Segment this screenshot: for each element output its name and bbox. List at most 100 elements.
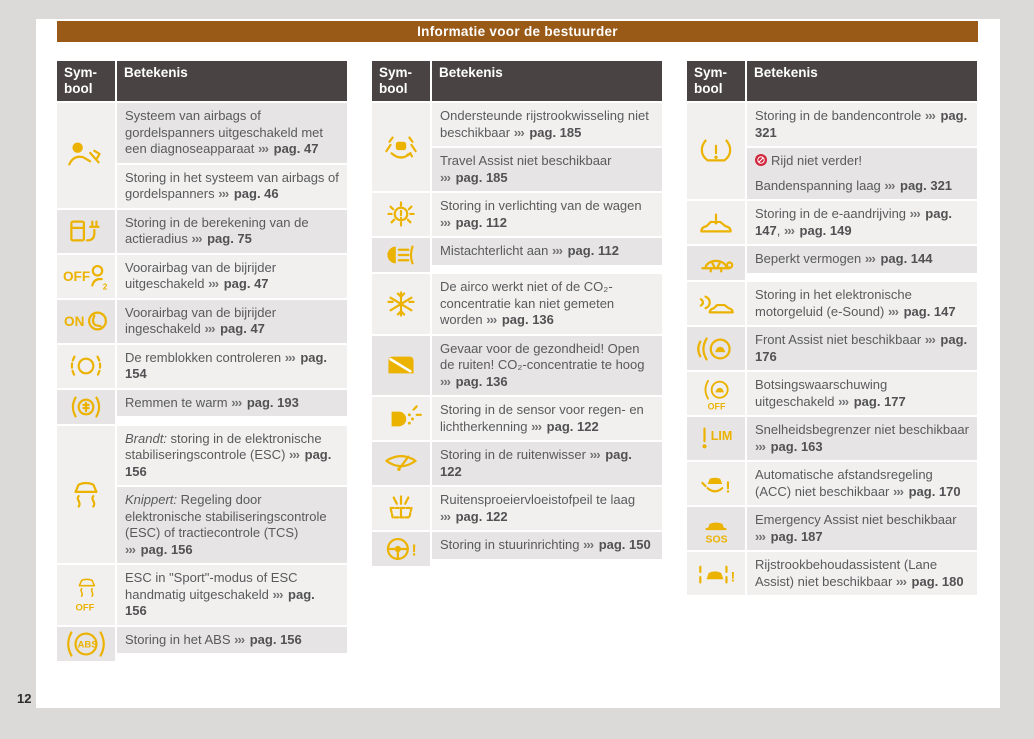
text-segment: Regeling door elektronische stabiliserin… [125,492,327,540]
column-header-symbol: Sym-bool [57,61,115,101]
abs-fault-icon: ABS [63,627,109,661]
cross-ref-marker: ››› [755,528,766,544]
page-reference-link[interactable]: pag. 150 [595,537,651,552]
cross-ref-marker: ››› [258,141,269,156]
cross-ref-marker: ››› [924,332,936,347]
page-reference-link[interactable]: pag. 156 [125,447,332,479]
table-row: Storing in het elektronische motorgeluid… [747,282,977,325]
meaning-rows: Brandt: storing in de elektronische stab… [117,425,347,563]
table-row-group: OFF ESC in "Sport"-modus of ESC handmatig… [57,565,347,625]
table-row-group: Front Assist niet beschikbaar ››› pag. 1… [687,327,977,370]
page-reference-link[interactable]: pag. 185 [525,124,582,140]
meaning-rows: Automatische afstandsregeling (ACC) niet… [747,462,977,505]
page-reference-link[interactable]: pag. 122 [440,447,632,479]
table-row-group: Mistachterlicht aan ››› pag. 112 [372,238,662,272]
meaning-rows: Storing in de bandencontrole ››› pag. 32… [747,103,977,199]
text-segment: Beperkt vermogen [755,251,865,266]
symbol-cell [687,282,745,325]
cross-ref-marker: ››› [589,447,601,462]
page-reference-link[interactable]: pag. 112 [564,243,619,258]
table-row-group: Storing in de bandencontrole ››› pag. 32… [687,103,977,199]
page-reference-link[interactable]: pag. 75 [203,231,252,246]
page-reference-link[interactable]: pag. 122 [452,508,508,524]
table-row-group: ! Storing in stuurinrichting ››› pag. 150 [372,532,662,566]
page-reference-link[interactable]: pag. 321 [755,108,968,140]
symbol-cell: ! [687,462,745,505]
row-text: Emergency Assist niet beschikbaar ››› pa… [755,512,969,545]
meaning-rows: Storing in het elektronische motorgeluid… [747,282,977,325]
page-reference-link[interactable]: pag. 156 [125,586,315,619]
page-reference-link[interactable]: pag. 47 [220,276,269,291]
italic-segment: Brandt: [125,430,167,446]
page-reference-link[interactable]: pag. 321 [896,177,953,193]
cross-ref-marker: ››› [272,586,283,602]
symbol-cell [687,201,745,244]
table-row: Emergency Assist niet beschikbaar ››› pa… [747,507,977,550]
table-row-group: Storing in verlichting van de wagen ››› … [372,193,662,236]
page-reference-link[interactable]: pag. 156 [246,631,302,647]
svg-text:OFF: OFF [708,401,726,410]
table-header-row: Sym-bool Betekenis [57,61,347,101]
text-segment: Rijd niet verder! [771,153,863,168]
table-row-group: Systeem van airbags of gordelspanners ui… [57,103,347,208]
tyre-pressure-icon [693,134,739,168]
page-reference-link[interactable]: pag. 122 [543,418,599,434]
meaning-rows: ESC in "Sport"-modus of ESC handmatig ui… [117,565,347,625]
cross-ref-marker: ››› [440,169,451,185]
page-reference-link[interactable]: pag. 144 [876,251,933,266]
page-reference-link[interactable]: pag. 180 [907,573,964,589]
table-row-group: ON Voorairbag van de bijrijder ingeschake… [57,299,347,343]
warning-lights-table: Sym-bool Betekenis Ondersteunde rijstrookw… [372,61,662,661]
symbol-cell [372,335,430,395]
cross-ref-marker: ››› [909,206,921,221]
text-segment: De remblokken controleren [125,349,285,365]
symbol-cell [372,274,430,334]
page-reference-link[interactable]: pag. 185 [452,169,508,185]
speed-limiter-icon: LIM [693,422,739,456]
page-reference-link[interactable]: pag. 136 [498,312,554,327]
meaning-rows: Storing in het ABS ››› pag. 156 [117,626,347,661]
page-reference-link[interactable]: pag. 46 [230,186,279,201]
row-text: Brandt: storing in de elektronische stab… [125,431,339,481]
meaning-rows: Rijstrookbehoudassistent (Lane Assist) n… [747,552,977,595]
page-reference-link[interactable]: pag. 149 [795,222,852,238]
symbol-cell: ! [687,552,745,595]
page-reference-link[interactable]: pag. 154 [125,349,328,382]
page-reference-link[interactable]: pag. 136 [452,373,508,389]
page-reference-link[interactable]: pag. 156 [137,541,193,557]
text-segment: storing in de elektronische stabiliserin… [125,430,322,463]
meaning-rows: Storing in de ruitenwisser ››› pag. 122 [432,442,662,485]
cross-ref-marker: ››› [755,438,766,454]
row-text: Storing in het ABS ››› pag. 156 [125,632,339,649]
table-row-group: OFF Botsingswaarschuwing uitgeschakeld ››… [687,372,977,415]
cross-ref-marker: ››› [234,631,245,647]
page-reference-link[interactable]: pag. 170 [905,483,961,499]
text-segment: Storing in de e-aandrijving [755,206,910,221]
meaning-rows: Ondersteunde rijstrookwisseling niet bes… [432,103,662,191]
page-reference-link[interactable]: pag. 47 [216,321,265,336]
column-header-meaning: Betekenis [117,61,347,101]
row-text: Storing in de sensor voor regen- en lich… [440,402,654,435]
page-reference-link[interactable]: pag. 147 [899,303,956,319]
cross-ref-marker: ››› [895,573,907,589]
table-row: Storing in de bandencontrole ››› pag. 32… [747,103,977,146]
page-reference-link[interactable]: pag. 187 [767,528,823,544]
table-row-group: Remmen te warm ››› pag. 193 [57,389,347,424]
page-reference-link[interactable]: pag. 147 [755,206,952,238]
page-reference-link[interactable]: pag. 163 [767,438,823,454]
page-reference-link[interactable]: pag. 176 [755,332,968,364]
text-segment: Bandenspanning laag [755,177,885,193]
page-reference-link[interactable]: pag. 177 [850,393,906,409]
text-segment: Ondersteunde rijstrookwisseling niet bes… [440,108,649,140]
page-reference-link[interactable]: pag. 193 [243,394,299,410]
symbol-cell: ABS [57,626,115,661]
page-reference-link[interactable]: pag. 47 [270,141,319,156]
meaning-rows: Mistachterlicht aan ››› pag. 112 [432,238,662,272]
meaning-rows: Systeem van airbags of gordelspanners ui… [117,103,347,208]
table-row: Storing in de berekening van de actierad… [117,209,347,253]
text-segment: Mistachterlicht aan [440,243,552,258]
airbag-diagnosis-icon [63,138,109,172]
meaning-rows: Ruitensproeiervloeistofpeil te laag ››› … [432,487,662,530]
page-reference-link[interactable]: pag. 112 [452,214,507,230]
table-row: Rijd niet verder! Bandenspanning laag ›››… [747,148,977,199]
